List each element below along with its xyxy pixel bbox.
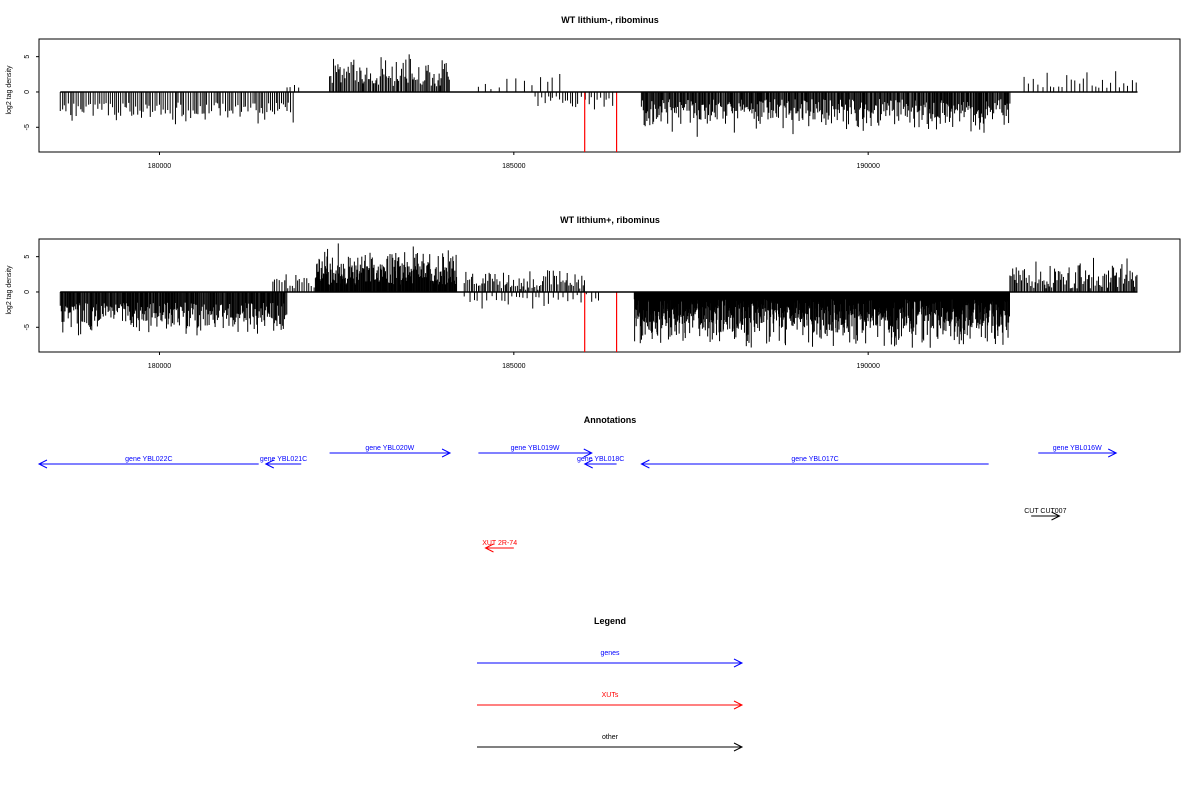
- x-ticks: 180000 185000 190000: [148, 352, 880, 370]
- strand-arrow-icon: [1107, 448, 1118, 458]
- y-tick-label: 5: [24, 55, 31, 59]
- annotation-feature: gene YBL016W: [1038, 445, 1118, 458]
- y-ticks: 5 0 -5: [24, 55, 39, 130]
- panel-title: WT lithium-, ribominus: [561, 15, 659, 25]
- x-tick-label: 185000: [502, 363, 525, 370]
- legend-items: genes XUTs other: [477, 650, 744, 752]
- annotation-feature: CUT CUT007: [1024, 508, 1067, 521]
- signal-bars: [59, 243, 1138, 352]
- feature-label: gene YBL022C: [125, 456, 172, 463]
- signal-bars: [59, 54, 1138, 152]
- y-tick-label: 5: [24, 255, 31, 259]
- arrow-icon: [733, 742, 744, 752]
- strand-arrow-icon: [484, 543, 494, 553]
- x-tick-label: 190000: [856, 363, 879, 370]
- annotation-feature: gene YBL018C: [577, 456, 624, 469]
- annotation-feature: gene YBL020W: [329, 445, 452, 458]
- x-tick-label: 180000: [148, 163, 171, 170]
- x-ticks: 180000 185000 190000: [148, 152, 880, 170]
- y-axis-label: log2 tag density: [6, 265, 13, 315]
- legend: Legend genes XUTs other: [477, 616, 744, 752]
- feature-label: gene YBL020W: [365, 445, 414, 452]
- strand-arrow-icon: [583, 448, 593, 458]
- feature-label: gene YBL016W: [1053, 445, 1102, 452]
- plot-frame: [38, 238, 1181, 353]
- annotation-feature: gene YBL017C: [640, 456, 989, 469]
- track-panel-lithium-plus: WT lithium+, ribominus log2 tag density …: [6, 215, 1181, 370]
- y-tick-label: 0: [24, 290, 31, 294]
- strand-arrow-icon: [264, 459, 275, 469]
- annotations-track: Annotations gene YBL022C gene YBL021Cgene…: [37, 415, 1118, 553]
- annotation-feature: XUT 2R-74: [482, 540, 517, 553]
- legend-label: genes: [600, 650, 620, 657]
- legend-item: other: [477, 734, 744, 752]
- strand-arrow-icon: [37, 459, 48, 469]
- legend-item: genes: [477, 650, 744, 668]
- annotations-title: Annotations: [584, 415, 637, 425]
- y-tick-label: -5: [24, 324, 31, 330]
- y-tick-label: -5: [24, 124, 31, 130]
- arrow-icon: [733, 658, 744, 668]
- legend-title: Legend: [594, 616, 626, 626]
- feature-label: XUT 2R-74: [482, 540, 517, 547]
- strand-arrow-icon: [441, 448, 452, 458]
- annotation-feature: gene YBL021C: [260, 456, 307, 469]
- y-tick-label: 0: [24, 90, 31, 94]
- x-tick-label: 180000: [148, 363, 171, 370]
- track-panel-lithium-minus: WT lithium-, ribominus log2 tag density …: [6, 15, 1181, 170]
- feature-label: gene YBL021C: [260, 456, 307, 463]
- arrow-icon: [733, 700, 744, 710]
- x-tick-label: 185000: [502, 163, 525, 170]
- legend-item: XUTs: [477, 692, 744, 710]
- legend-label: XUTs: [602, 692, 619, 699]
- strand-arrow-icon: [1051, 511, 1061, 521]
- y-ticks: 5 0 -5: [24, 255, 39, 330]
- feature-label: gene YBL017C: [791, 456, 838, 463]
- annotation-items: gene YBL022C gene YBL021C gene YBL020W gene…: [37, 445, 1118, 553]
- strand-arrow-icon: [583, 459, 593, 469]
- y-axis-label: log2 tag density: [6, 65, 13, 115]
- x-tick-label: 190000: [856, 163, 879, 170]
- plot-frame: [38, 38, 1181, 153]
- feature-label: gene YBL019W: [511, 445, 560, 452]
- feature-label: gene YBL018C: [577, 456, 624, 463]
- annotation-feature: gene YBL019W: [478, 445, 593, 458]
- strand-arrow-icon: [640, 459, 650, 469]
- panel-title: WT lithium+, ribominus: [560, 215, 660, 225]
- annotation-feature: gene YBL022C: [37, 456, 259, 469]
- feature-label: CUT CUT007: [1024, 508, 1066, 515]
- legend-label: other: [602, 734, 619, 741]
